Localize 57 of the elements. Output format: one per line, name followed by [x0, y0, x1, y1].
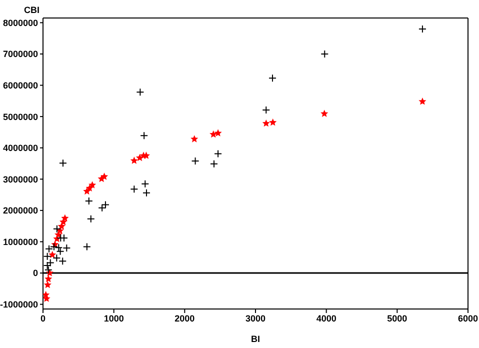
y-axis-title: CBI	[24, 5, 40, 15]
point	[101, 200, 110, 209]
point	[44, 274, 52, 282]
point	[268, 74, 276, 82]
point	[320, 50, 329, 58]
x-tick-label: 3000	[245, 313, 266, 324]
point	[98, 204, 106, 212]
point	[130, 185, 138, 194]
point	[48, 250, 56, 258]
point	[45, 244, 54, 253]
point	[82, 242, 91, 251]
point	[140, 132, 148, 140]
point	[44, 280, 52, 288]
x-tick-label: 4000	[316, 313, 336, 324]
point	[269, 118, 277, 126]
point	[84, 197, 93, 206]
point	[214, 129, 222, 136]
point	[210, 130, 218, 138]
point	[142, 188, 150, 197]
point	[136, 88, 144, 96]
point	[190, 135, 198, 142]
x-axis-title: BI	[251, 334, 260, 344]
x-tick-label: 5000	[387, 313, 408, 324]
point	[418, 98, 426, 105]
point	[52, 224, 61, 233]
point	[418, 24, 426, 33]
y-tick-label: 6000000	[2, 80, 38, 90]
point	[210, 160, 218, 168]
point	[86, 214, 95, 223]
x-tick-label: 6000	[458, 313, 478, 324]
y-tick-label: 3000000	[2, 174, 38, 184]
point	[88, 181, 96, 188]
x-tick-label: 1000	[104, 313, 124, 324]
point	[44, 266, 52, 274]
y-tick-label: 5000000	[2, 112, 38, 122]
y-tick-label: 4000000	[2, 143, 38, 154]
y-tick-label: 1000000	[2, 236, 38, 247]
point	[214, 150, 222, 158]
point	[58, 159, 67, 168]
point	[130, 156, 138, 164]
point	[100, 172, 108, 180]
point	[141, 180, 150, 188]
point	[43, 262, 52, 270]
point	[262, 119, 270, 127]
point	[320, 110, 328, 117]
x-tick-label: 2000	[174, 313, 195, 324]
point	[56, 247, 64, 256]
y-tick-label: -1000000	[0, 300, 38, 310]
point	[62, 244, 71, 252]
y-tick-label: 7000000	[2, 49, 38, 60]
x-tick-label: 0	[40, 313, 46, 324]
y-tick-label: 2000000	[2, 206, 38, 216]
point	[61, 214, 69, 222]
y-tick-label: 8000000	[2, 18, 38, 28]
point	[262, 106, 270, 114]
y-tick-label: 0	[32, 268, 38, 278]
point	[191, 156, 200, 165]
